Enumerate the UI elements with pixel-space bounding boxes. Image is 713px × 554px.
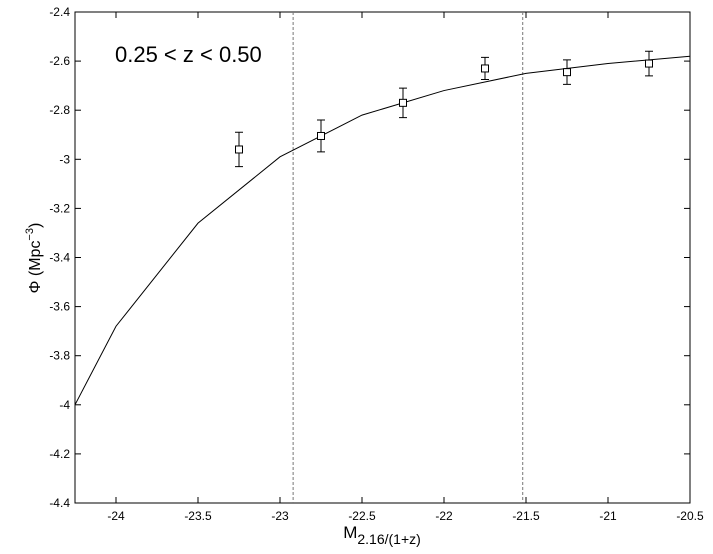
y-tick-label: -3.8 [49, 349, 70, 363]
x-axis-label: M2.16/(1+z) [343, 523, 421, 547]
y-label-main: Φ (Mpc [27, 241, 44, 294]
y-axis-label: Φ (Mpc−3) [24, 223, 44, 294]
y-tick-label: -3 [59, 152, 70, 166]
y-tick-label: -3.6 [49, 300, 70, 314]
data-point [235, 145, 243, 154]
x-tick-label: -24 [107, 509, 125, 523]
y-tick-label: -2.4 [49, 5, 70, 19]
x-tick-label: -20.5 [676, 509, 704, 523]
annotation: 0.25 < z < 0.50 [115, 42, 262, 67]
data-point [317, 131, 325, 140]
x-tick-label: -21 [599, 509, 617, 523]
y-tick-label: -2.6 [49, 54, 70, 68]
x-tick-label: -23.5 [184, 509, 212, 523]
y-tick-label: -4.4 [49, 496, 70, 510]
y-tick-label: -4.2 [49, 447, 70, 461]
data-point [399, 98, 407, 107]
y-label-end: ) [27, 223, 44, 228]
data-point [645, 59, 653, 68]
x-label-main: M [343, 523, 357, 542]
y-tick-label: -2.8 [49, 103, 70, 117]
data-point [563, 68, 571, 77]
data-point [481, 64, 489, 73]
model-line [74, 55, 691, 406]
x-tick-label: -22 [435, 509, 453, 523]
y-tick-label: -4 [59, 398, 70, 412]
y-label-sup: −3 [24, 228, 36, 241]
x-label-sub: 2.16/(1+z) [357, 531, 420, 547]
x-tick-label: -22.5 [348, 509, 376, 523]
y-tick-label: -3.4 [49, 251, 70, 265]
x-tick-label: -23 [271, 509, 289, 523]
y-tick-label: -3.2 [49, 201, 70, 215]
x-tick-label: -21.5 [512, 509, 540, 523]
plot-frame [74, 11, 691, 504]
